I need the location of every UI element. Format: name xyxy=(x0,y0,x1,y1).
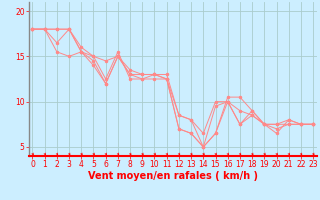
X-axis label: Vent moyen/en rafales ( km/h ): Vent moyen/en rafales ( km/h ) xyxy=(88,171,258,181)
